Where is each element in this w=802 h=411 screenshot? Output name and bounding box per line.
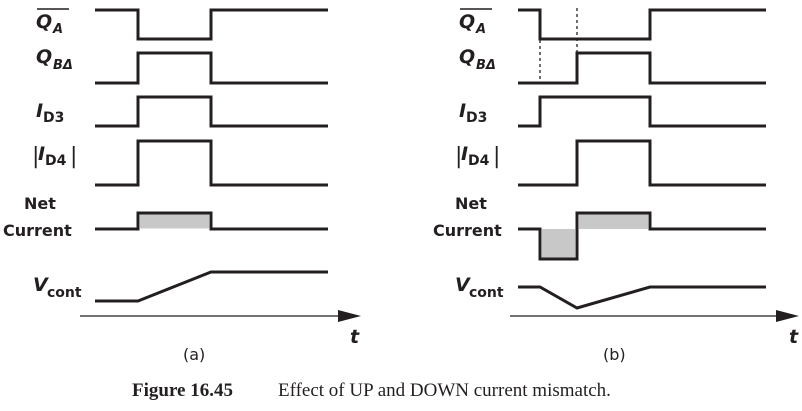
svg-text:Current: Current bbox=[3, 221, 72, 240]
label-vcont: V cont bbox=[33, 274, 82, 301]
svg-text:I: I bbox=[461, 143, 468, 165]
label-id4: | I D4 | bbox=[455, 143, 500, 169]
waveform-id4 bbox=[95, 139, 328, 187]
waveform-id3 bbox=[95, 95, 328, 128]
time-axis-arrow-icon bbox=[338, 310, 361, 322]
svg-text:I: I bbox=[38, 143, 45, 165]
waveform-vcont bbox=[95, 270, 328, 303]
svg-text:D3: D3 bbox=[43, 110, 64, 126]
svg-text:|: | bbox=[70, 144, 77, 169]
svg-text:Q: Q bbox=[459, 11, 475, 33]
svg-text:BΔ: BΔ bbox=[476, 58, 496, 73]
label-qb-delta: Q BΔ bbox=[459, 46, 496, 73]
time-axis-label: t bbox=[350, 326, 360, 348]
svg-text:Net: Net bbox=[455, 194, 487, 213]
label-vcont: V cont bbox=[455, 274, 504, 301]
waveform-qb-delta bbox=[518, 51, 766, 85]
label-id3: I D3 bbox=[459, 100, 487, 126]
waveform-qb-delta bbox=[95, 51, 328, 85]
svg-text:I: I bbox=[459, 100, 466, 122]
label-id3: I D3 bbox=[36, 100, 64, 126]
svg-text:D4: D4 bbox=[45, 153, 67, 169]
net-current-positive-area bbox=[579, 214, 648, 229]
panel-label-b: (b) bbox=[603, 345, 626, 364]
svg-text:D3: D3 bbox=[466, 110, 487, 126]
svg-text:I: I bbox=[36, 100, 43, 122]
svg-text:BΔ: BΔ bbox=[53, 58, 73, 73]
svg-text:Net: Net bbox=[24, 194, 56, 213]
svg-text:|: | bbox=[32, 144, 39, 169]
net-current-positive-area bbox=[140, 214, 209, 229]
waveform-net-current bbox=[95, 211, 328, 231]
svg-text:Q: Q bbox=[36, 46, 52, 68]
svg-text:cont: cont bbox=[469, 285, 504, 301]
svg-text:D4: D4 bbox=[468, 153, 490, 169]
waveform-qa-bar bbox=[518, 8, 766, 41]
svg-text:V: V bbox=[455, 274, 471, 296]
waveform-vcont bbox=[518, 285, 766, 310]
svg-text:Q: Q bbox=[459, 46, 475, 68]
svg-text:|: | bbox=[455, 144, 462, 169]
waveform-id4 bbox=[518, 139, 766, 187]
label-net-current: Net Current bbox=[3, 194, 72, 240]
net-current-negative-area bbox=[542, 229, 575, 258]
figure-number: Figure 16.45 bbox=[132, 380, 233, 401]
svg-text:A: A bbox=[52, 22, 63, 37]
svg-text:cont: cont bbox=[47, 285, 82, 301]
figure-caption: Figure 16.45 Effect of UP and DOWN curre… bbox=[132, 380, 611, 401]
waveform-net-current bbox=[518, 211, 766, 261]
waveform-id3 bbox=[518, 95, 766, 128]
label-qb-delta: Q BΔ bbox=[36, 46, 73, 73]
label-qa-bar: Q A bbox=[36, 8, 69, 37]
panel-label-a: (a) bbox=[183, 345, 205, 364]
figure-caption-text: Effect of UP and DOWN current mismatch. bbox=[278, 380, 611, 401]
label-id4: | I D4 | bbox=[32, 143, 77, 169]
svg-text:Q: Q bbox=[36, 11, 52, 33]
svg-text:Current: Current bbox=[433, 221, 502, 240]
time-axis-label: t bbox=[789, 326, 799, 348]
time-axis-arrow-icon bbox=[776, 310, 799, 322]
label-net-current: Net Current bbox=[433, 194, 502, 240]
waveform-qa-bar bbox=[95, 8, 328, 41]
svg-text:|: | bbox=[493, 144, 500, 169]
panel-b: Q A Q BΔ I D3 | I D4 | Net Current V con… bbox=[433, 8, 799, 364]
panel-a: Q A Q BΔ I D3 | I D4 | Net Current V con… bbox=[3, 8, 361, 364]
label-qa-bar: Q A bbox=[459, 8, 492, 37]
svg-text:A: A bbox=[475, 22, 486, 37]
svg-text:V: V bbox=[33, 274, 49, 296]
